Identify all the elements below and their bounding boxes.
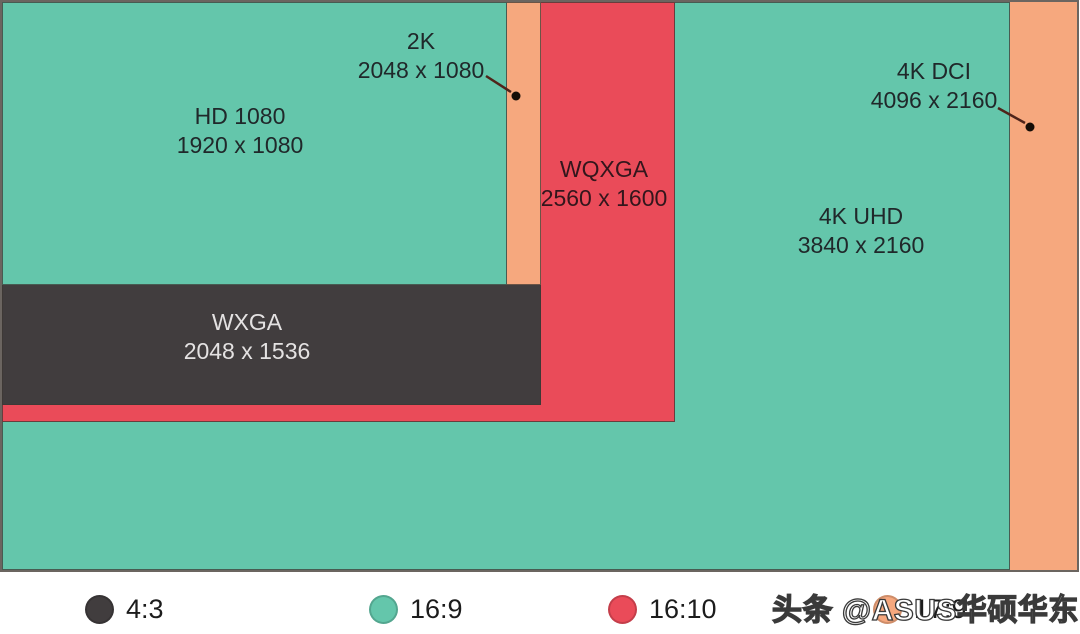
legend-label-17-9: 17:9 (914, 594, 967, 624)
label-4k-dci-name: 4K DCI (896, 58, 972, 84)
label-2k: 2K 2048 x 1080 (358, 27, 485, 85)
label-hd1080-name: HD 1080 (194, 103, 286, 129)
label-2k-name: 2K (406, 28, 436, 54)
legend-swatch-4-3 (85, 594, 114, 624)
label-wxga: WXGA 2048 x 1536 (184, 308, 311, 366)
legend-label-16-9: 16:9 (410, 594, 463, 624)
legend-swatch-16-9 (369, 594, 398, 624)
legend-item-16-10: 16:10 (608, 594, 717, 624)
label-2k-size: 2048 x 1080 (357, 57, 485, 83)
label-4k-dci-size: 4096 x 2160 (870, 87, 998, 113)
resolution-diagram: HD 1080 1920 x 1080 2K 2048 x 1080 WQXGA… (0, 0, 1079, 572)
legend-item-4-3: 4:3 (85, 594, 164, 624)
rect-hd1080 (2, 2, 507, 285)
label-hd1080: HD 1080 1920 x 1080 (177, 102, 304, 160)
label-hd1080-size: 1920 x 1080 (176, 132, 304, 158)
legend-swatch-17-9 (873, 594, 902, 624)
legend-swatch-16-10 (608, 594, 637, 624)
label-wqxga-name: WQXGA (559, 156, 649, 182)
label-4k-uhd-name: 4K UHD (818, 203, 904, 229)
label-4k-dci: 4K DCI 4096 x 2160 (871, 57, 998, 115)
legend-item-16-9: 16:9 (369, 594, 463, 624)
label-wxga-size: 2048 x 1536 (183, 338, 311, 364)
legend-label-16-10: 16:10 (649, 594, 717, 624)
label-wqxga: WQXGA 2560 x 1600 (541, 155, 668, 213)
label-4k-uhd: 4K UHD 3840 x 2160 (798, 202, 925, 260)
watermark: 头条 @ASUS华硕华东 (771, 593, 1079, 627)
legend-item-17-9: 17:9 (873, 594, 967, 624)
label-4k-uhd-size: 3840 x 2160 (797, 232, 925, 258)
label-wxga-name: WXGA (211, 309, 283, 335)
legend-label-4-3: 4:3 (126, 594, 164, 624)
label-wqxga-size: 2560 x 1600 (540, 185, 668, 211)
